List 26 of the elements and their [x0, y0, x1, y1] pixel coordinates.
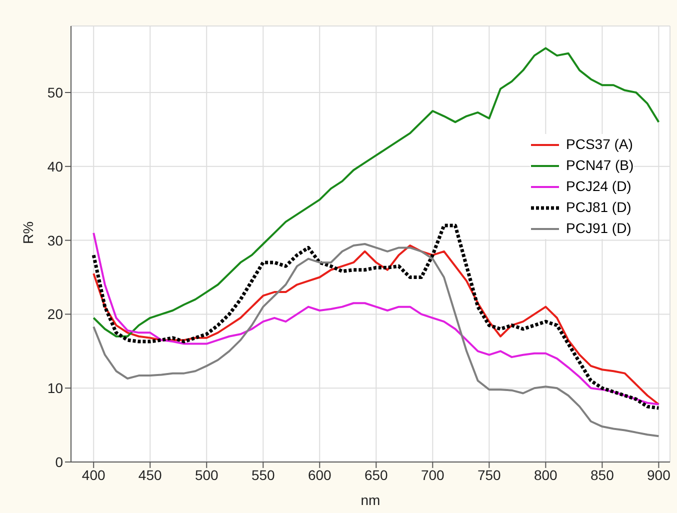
x-tick-label: 800 — [534, 466, 558, 483]
x-tick-label: 650 — [364, 466, 388, 483]
x-axis-title: nm — [360, 492, 380, 508]
y-tick-label: 40 — [47, 158, 64, 174]
legend-label: PCS37 (A) — [566, 135, 633, 154]
legend-label: PCN47 (B) — [566, 156, 634, 175]
y-axis-title: R% — [20, 221, 36, 244]
legend-label: PCJ91 (D) — [566, 219, 632, 238]
line-series — [92, 243, 660, 438]
y-tick-label: 50 — [47, 84, 64, 100]
x-tick-label: 900 — [647, 466, 671, 483]
y-tick-label: 30 — [47, 232, 64, 248]
x-tick-label: 400 — [82, 466, 106, 483]
x-tick-label: 700 — [420, 466, 445, 483]
y-tick-label: 10 — [47, 380, 64, 396]
legend-label: PCJ81 (D) — [566, 198, 632, 217]
x-tick-label: 450 — [138, 466, 162, 483]
y-tick-label: 20 — [47, 306, 64, 322]
x-tick-label: 550 — [251, 466, 276, 483]
x-tick-label: 500 — [194, 466, 219, 483]
x-tick-label: 600 — [308, 466, 332, 483]
x-tick-label: 750 — [477, 466, 502, 483]
x-tick-label: 850 — [590, 466, 614, 483]
y-tick-label: 0 — [55, 454, 64, 470]
line-series — [92, 47, 660, 338]
legend-label: PCJ24 (D) — [566, 177, 632, 196]
